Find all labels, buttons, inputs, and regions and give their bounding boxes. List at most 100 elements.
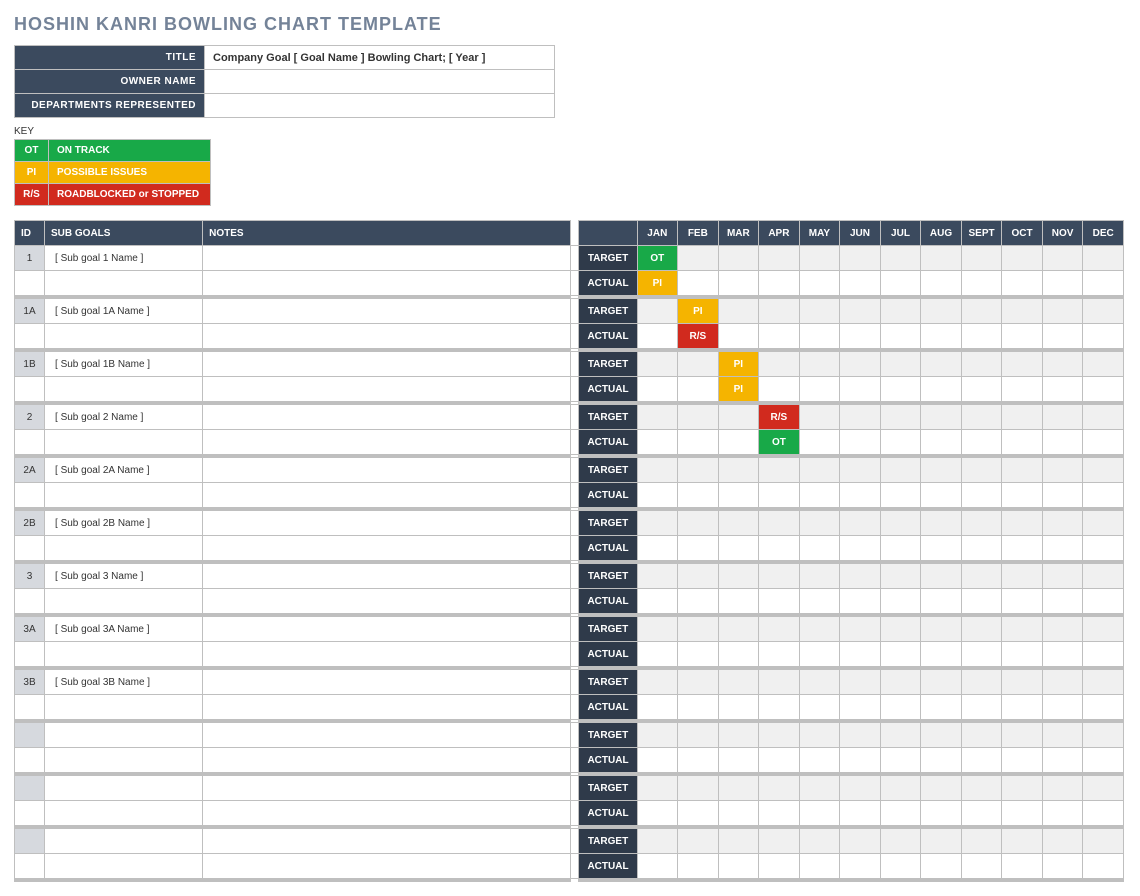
cell-actual[interactable] (961, 483, 1002, 508)
cell-target[interactable] (637, 299, 678, 324)
cell-actual[interactable] (678, 801, 719, 826)
cell-target[interactable] (799, 511, 840, 536)
cell-actual[interactable] (1042, 748, 1083, 773)
cell-target[interactable] (961, 246, 1002, 271)
cell-target[interactable] (1083, 458, 1124, 483)
cell-actual[interactable] (1002, 430, 1043, 455)
cell-target[interactable] (921, 511, 962, 536)
note-cell[interactable] (203, 299, 571, 324)
cell-actual[interactable] (718, 748, 759, 773)
note-cell-empty[interactable] (203, 377, 571, 402)
cell-actual[interactable] (840, 324, 881, 349)
cell-actual[interactable] (718, 536, 759, 561)
cell-target[interactable] (799, 617, 840, 642)
sub-cell-empty[interactable] (45, 430, 203, 455)
cell-target[interactable] (718, 299, 759, 324)
cell-actual[interactable] (880, 483, 921, 508)
cell-target[interactable] (759, 617, 800, 642)
cell-target[interactable] (1042, 405, 1083, 430)
cell-actual[interactable]: R/S (678, 324, 719, 349)
cell-actual[interactable] (921, 536, 962, 561)
cell-target[interactable] (840, 511, 881, 536)
cell-target[interactable] (1042, 829, 1083, 854)
cell-target[interactable] (840, 405, 881, 430)
meta-value[interactable] (205, 70, 555, 94)
cell-actual[interactable] (759, 589, 800, 614)
sub-cell-empty[interactable] (45, 801, 203, 826)
cell-actual[interactable] (637, 642, 678, 667)
cell-target[interactable] (880, 458, 921, 483)
cell-actual[interactable] (880, 854, 921, 879)
cell-target[interactable] (1042, 564, 1083, 589)
cell-target[interactable] (1042, 776, 1083, 801)
cell-target[interactable] (921, 829, 962, 854)
cell-actual[interactable] (1083, 483, 1124, 508)
cell-target[interactable] (678, 458, 719, 483)
cell-actual[interactable] (1002, 589, 1043, 614)
cell-actual[interactable] (799, 377, 840, 402)
cell-target[interactable] (1042, 458, 1083, 483)
sub-cell[interactable]: [ Sub goal 2B Name ] (45, 511, 203, 536)
cell-target[interactable] (759, 511, 800, 536)
sub-cell[interactable]: [ Sub goal 1B Name ] (45, 352, 203, 377)
cell-target[interactable] (718, 511, 759, 536)
cell-target[interactable] (840, 776, 881, 801)
note-cell-empty[interactable] (203, 483, 571, 508)
cell-actual[interactable] (678, 854, 719, 879)
cell-actual[interactable] (799, 748, 840, 773)
cell-actual[interactable] (1042, 377, 1083, 402)
cell-actual[interactable] (1083, 324, 1124, 349)
cell-actual[interactable] (840, 377, 881, 402)
cell-target[interactable] (759, 246, 800, 271)
cell-actual[interactable] (921, 854, 962, 879)
cell-actual[interactable] (880, 430, 921, 455)
cell-target[interactable] (921, 458, 962, 483)
cell-target[interactable] (921, 670, 962, 695)
cell-target[interactable] (1042, 511, 1083, 536)
cell-target[interactable]: PI (678, 299, 719, 324)
cell-actual[interactable] (678, 695, 719, 720)
note-cell[interactable] (203, 458, 571, 483)
cell-target[interactable] (759, 670, 800, 695)
note-cell[interactable] (203, 617, 571, 642)
cell-target[interactable] (961, 511, 1002, 536)
cell-target[interactable] (961, 776, 1002, 801)
cell-actual[interactable] (1002, 801, 1043, 826)
cell-actual[interactable] (799, 324, 840, 349)
cell-target[interactable] (1083, 776, 1124, 801)
cell-actual[interactable] (1083, 854, 1124, 879)
cell-actual[interactable] (1083, 536, 1124, 561)
cell-target[interactable] (678, 511, 719, 536)
cell-target[interactable] (880, 776, 921, 801)
cell-target[interactable] (678, 829, 719, 854)
cell-actual[interactable] (718, 271, 759, 296)
cell-actual[interactable] (637, 854, 678, 879)
cell-target[interactable] (718, 829, 759, 854)
cell-target[interactable] (718, 246, 759, 271)
cell-target[interactable] (1002, 670, 1043, 695)
cell-actual[interactable] (921, 642, 962, 667)
cell-actual[interactable] (880, 589, 921, 614)
cell-target[interactable] (1083, 352, 1124, 377)
cell-target[interactable] (799, 776, 840, 801)
note-cell-empty[interactable] (203, 748, 571, 773)
cell-actual[interactable] (1042, 589, 1083, 614)
cell-actual[interactable] (718, 483, 759, 508)
cell-target[interactable] (1042, 246, 1083, 271)
cell-target[interactable] (759, 299, 800, 324)
cell-target[interactable] (718, 405, 759, 430)
sub-cell[interactable] (45, 776, 203, 801)
cell-actual[interactable] (1083, 642, 1124, 667)
cell-actual[interactable] (678, 377, 719, 402)
cell-target[interactable] (961, 299, 1002, 324)
cell-actual[interactable] (718, 324, 759, 349)
note-cell[interactable] (203, 511, 571, 536)
cell-target[interactable] (678, 352, 719, 377)
cell-target[interactable] (1002, 723, 1043, 748)
cell-actual[interactable] (961, 536, 1002, 561)
cell-actual[interactable] (799, 589, 840, 614)
cell-actual[interactable] (840, 483, 881, 508)
cell-target[interactable] (759, 564, 800, 589)
cell-actual[interactable] (759, 642, 800, 667)
cell-target[interactable] (961, 564, 1002, 589)
